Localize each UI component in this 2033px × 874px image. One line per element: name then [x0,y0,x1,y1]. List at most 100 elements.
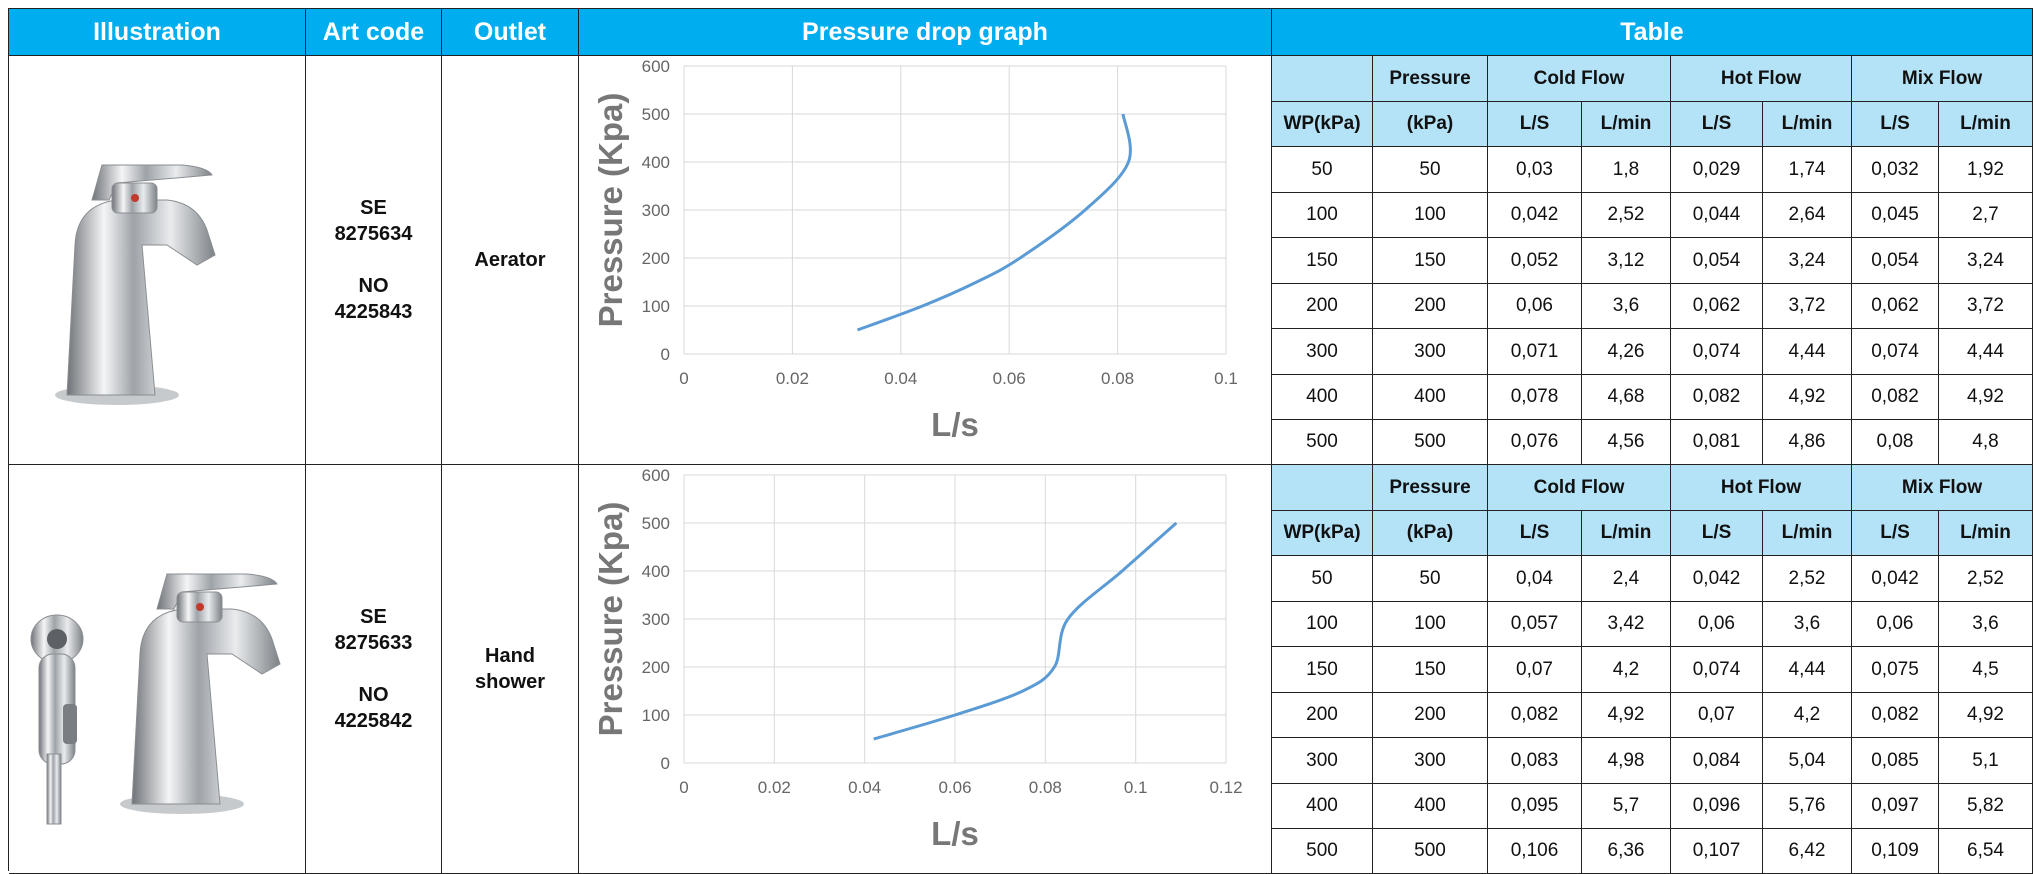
table-cell: 300 [1373,329,1488,375]
table-header-cell: L/S [1488,511,1582,556]
table-cell: 0,042 [1852,556,1939,602]
table-cell-value: 200 [1414,295,1446,316]
table-cell: 0,084 [1671,738,1763,784]
table-header-label: Pressure [1389,67,1471,89]
header-outlet-label: Outlet [473,17,547,46]
table-header-cell: L/S [1852,102,1939,147]
table-cell: 0,082 [1488,693,1582,738]
outlet-cell: Aerator [442,56,579,465]
table-cell-value: 4,2 [1612,658,1640,680]
header-graph-label: Pressure drop graph [802,17,1048,46]
table-cell: 400 [1272,375,1373,420]
table-cell: 4,92 [1939,375,2033,420]
table-header-cell [1272,56,1373,102]
art-code-line: NO [358,275,389,297]
table-cell-value: 4,86 [1788,431,1826,452]
table-cell: 50 [1272,147,1373,193]
table-cell-value: 500 [1306,840,1338,861]
table-header-label: L/min [1960,113,2011,134]
table-cell-value: 4,92 [1607,704,1645,725]
table-header-cell: WP(kPa) [1272,511,1373,556]
table-cell-value: 0,044 [1692,204,1741,225]
table-header-cell: L/min [1582,102,1671,147]
table-cell: 0,042 [1488,193,1582,238]
table-header-label: WP(kPa) [1283,113,1361,134]
table-cell-value: 200 [1414,704,1446,725]
table-cell: 100 [1272,602,1373,647]
table-cell: 1,8 [1582,147,1671,193]
table-cell-value: 4,44 [1788,658,1826,680]
table-cell: 5,82 [1939,784,2033,829]
table-cell: 4,86 [1763,420,1852,465]
table-cell: 0,06 [1671,602,1763,647]
header-art-code: Art code [306,9,442,56]
y-tick-label: 500 [642,514,670,533]
table-cell-value: 4,8 [1972,431,1999,452]
x-tick-label: 0.04 [884,369,917,388]
table-header-cell: Hot Flow [1671,465,1852,511]
table-cell-value: 0,109 [1871,840,1919,861]
table-cell-value: 1,8 [1612,158,1640,180]
table-header-label: Mix Flow [1901,67,1983,89]
table-cell-value: 2,7 [1972,204,1999,225]
table-cell-value: 50 [1311,158,1333,180]
y-axis-label: Pressure (Kpa) [592,502,629,737]
table-cell-value: 0,03 [1516,158,1553,180]
table-cell-value: 3,72 [1967,295,2004,316]
table-cell: 4,8 [1939,420,2033,465]
table-cell: 400 [1373,784,1488,829]
table-cell: 5,04 [1763,738,1852,784]
table-cell-value: 2,64 [1788,204,1826,225]
table-header-cell: Mix Flow [1852,465,2033,511]
table-cell: 0,054 [1671,238,1763,284]
table-cell: 0,054 [1852,238,1939,284]
table-cell: 3,72 [1763,284,1852,329]
table-cell-value: 100 [1306,204,1338,225]
table-cell-value: 50 [1419,158,1441,180]
y-tick-label: 600 [642,466,670,485]
table-header-label: Pressure [1389,476,1471,498]
table-cell: 0,057 [1488,602,1582,647]
table-header-cell: Pressure [1373,465,1488,511]
x-tick-label: 0.06 [993,369,1026,388]
table-cell: 100 [1373,602,1488,647]
table-cell: 0,03 [1488,147,1582,193]
table-cell: 2,52 [1763,556,1852,602]
table-cell: 0,082 [1671,375,1763,420]
table-cell: 4,44 [1763,329,1852,375]
outlet-label: Aerator [474,249,546,271]
x-tick-label: 0.04 [848,778,881,797]
table-cell-value: 0,082 [1871,704,1919,725]
table-cell-value: 0,054 [1871,249,1919,271]
table-header-cell: L/min [1763,511,1852,556]
table-cell: 3,42 [1582,602,1671,647]
table-header-label: L/S [1519,113,1550,134]
table-cell: 500 [1272,420,1373,465]
table-header-cell: Pressure [1373,56,1488,102]
table-cell-value: 0,07 [1516,658,1553,680]
table-cell-value: 4,44 [1788,340,1826,362]
table-cell-value: 100 [1414,613,1446,634]
table-cell: 300 [1373,738,1488,784]
table-cell-value: 0,04 [1516,567,1553,589]
table-cell-value: 0,054 [1692,249,1741,271]
table-cell: 5,1 [1939,738,2033,784]
x-tick-label: 0 [679,369,688,388]
y-axis-label: Pressure (Kpa) [592,93,629,328]
table-cell-value: 0,107 [1692,840,1741,861]
table-cell-value: 500 [1414,431,1446,452]
table-cell: 0,096 [1671,784,1763,829]
x-tick-label: 0 [679,778,688,797]
table-cell: 2,7 [1939,193,2033,238]
table-cell: 200 [1373,693,1488,738]
table-cell-value: 4,98 [1607,749,1645,771]
table-cell-value: 0,074 [1871,340,1919,362]
art-code-line: 4225843 [334,301,413,323]
x-tick-label: 0.06 [938,778,971,797]
table-cell: 4,44 [1763,647,1852,693]
header-illustration-label: Illustration [93,17,221,46]
x-tick-label: 0.02 [776,369,809,388]
table-cell-value: 0,076 [1510,431,1559,452]
table-cell: 6,42 [1763,829,1852,874]
table-cell-value: 1,92 [1967,158,2004,180]
